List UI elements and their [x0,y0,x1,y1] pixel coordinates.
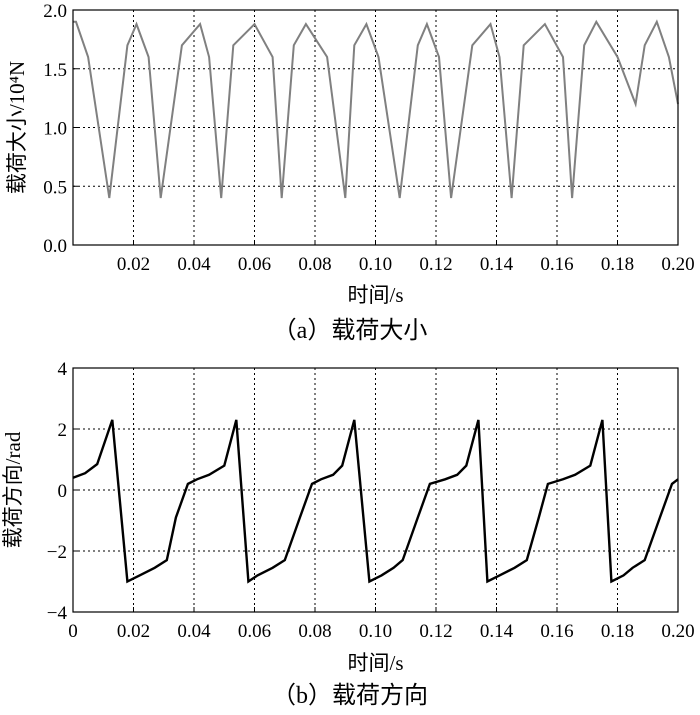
chart-panel-load-direction: 0 0.02 0.04 0.06 0.08 0.10 0.12 0.14 0.16 0.18 0.2… [1,359,695,709]
x-tick-label: 0.14 [480,621,514,642]
chart-panel-load-magnitude: 0.02 0.04 0.06 0.08 0.10 0.12 0.14 0.16 0.18 0.20… [5,1,695,344]
x-tick-label: 0.02 [117,254,150,275]
x-tick-label: 0.08 [298,621,331,642]
y-tick-label: 1.5 [43,60,67,81]
y-tick-label: 2.0 [43,1,67,22]
x-tick-label: 0.06 [238,254,271,275]
y-tick-label: 0.0 [43,236,67,257]
x-tick-label: 0.04 [177,621,211,642]
figure-caption: （b）载荷方向 [272,682,428,709]
x-tick-label: 0.20 [661,621,694,642]
x-axis-label: 时间/s [347,283,403,307]
x-tick-label: 0.12 [419,254,452,275]
y-tick-label: 0 [58,481,68,502]
y-tick-label: 4 [58,359,68,380]
x-tick-label: 0.18 [601,254,634,275]
y-axis-label: 载荷方向/rad [1,431,25,548]
x-tick-label: 0.10 [359,621,392,642]
y-tick-label: −4 [47,603,68,624]
y-tick-label: 2 [58,420,68,441]
x-tick-label: 0.20 [661,254,694,275]
x-tick-label: 0.04 [177,254,211,275]
x-axis-label: 时间/s [347,651,403,675]
y-tick-label: 1.0 [43,119,67,140]
figure-caption: （a）载荷大小 [273,317,428,344]
x-tick-label: 0.16 [540,621,573,642]
x-tick-label: 0.02 [117,621,150,642]
x-tick-label: 0.08 [298,254,331,275]
x-tick-label: 0.14 [480,254,514,275]
x-tick-label: 0.12 [419,621,452,642]
y-tick-label: 0.5 [43,177,67,198]
x-tick-label: 0.06 [238,621,271,642]
x-tick-label: 0 [68,621,78,642]
y-axis-label: 载荷大小/10⁴N [5,61,29,194]
x-tick-label: 0.10 [359,254,392,275]
x-tick-label: 0.16 [540,254,573,275]
series-line [73,19,679,199]
x-tick-label: 0.18 [601,621,634,642]
series-line [72,419,679,584]
y-tick-label: −2 [47,542,67,563]
